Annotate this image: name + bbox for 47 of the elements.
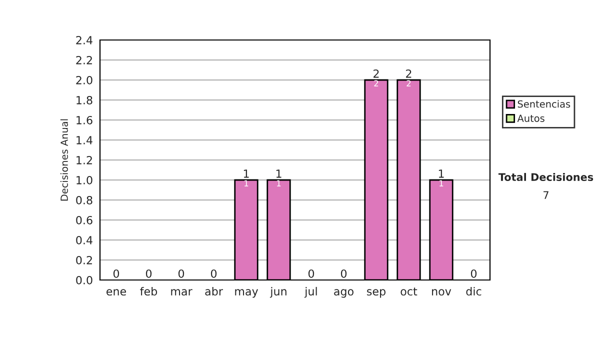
text: 0.6: [76, 216, 92, 224]
x-tick-label: dic: [466, 286, 482, 296]
x-tick-label: feb: [140, 286, 158, 296]
total-label: 0: [210, 269, 217, 278]
text: 2.2: [76, 56, 92, 64]
total-label: 0: [470, 269, 477, 278]
text: 2.4: [76, 36, 92, 44]
x-tick-label: jul: [304, 286, 317, 298]
total-label: 0: [340, 269, 347, 278]
x-tick-label: ago: [334, 289, 354, 298]
total-label: 1: [244, 170, 249, 178]
y-axis-title: Decisiones Anual: [60, 119, 68, 201]
data-label: 2: [406, 80, 411, 86]
x-tick-label: abr: [205, 286, 223, 296]
data-label: 2: [374, 80, 378, 86]
x-tick-label: ene: [106, 289, 126, 296]
x-tick-label: mar: [171, 289, 192, 296]
data-label: 1: [244, 180, 248, 186]
text: 0.2: [76, 256, 92, 264]
text: 1.8: [76, 96, 92, 104]
text: 1.2: [76, 156, 92, 164]
total-label: 0: [178, 269, 184, 278]
text: Total Decisiones: [498, 172, 594, 182]
total-label: 1: [438, 170, 444, 178]
total-label: 2: [374, 69, 379, 78]
x-tick-label: oct: [400, 288, 418, 296]
text: 1.0: [76, 176, 92, 184]
text: 0.4: [76, 236, 92, 244]
x-tick-label: sep: [367, 289, 386, 298]
x-tick-label: nov: [432, 289, 452, 296]
text: 1.4: [76, 136, 92, 144]
text: 1.6: [76, 116, 92, 124]
x-tick-label: jun: [270, 286, 286, 298]
data-label: 1: [277, 180, 281, 186]
x-tick-label: may: [235, 289, 258, 298]
legend-label: Autos: [517, 114, 544, 122]
text: 0.8: [76, 196, 92, 204]
total-label: 1: [276, 170, 282, 178]
text: 2.0: [76, 76, 92, 84]
total-label: 2: [406, 69, 412, 78]
total-label: 0: [308, 269, 314, 278]
total-label: 0: [146, 269, 152, 278]
legend-label: Sentencias: [518, 100, 570, 108]
text: 0.0: [76, 276, 92, 284]
text: 7: [544, 191, 548, 199]
total-label: 0: [113, 269, 120, 278]
data-label: 1: [440, 180, 444, 186]
